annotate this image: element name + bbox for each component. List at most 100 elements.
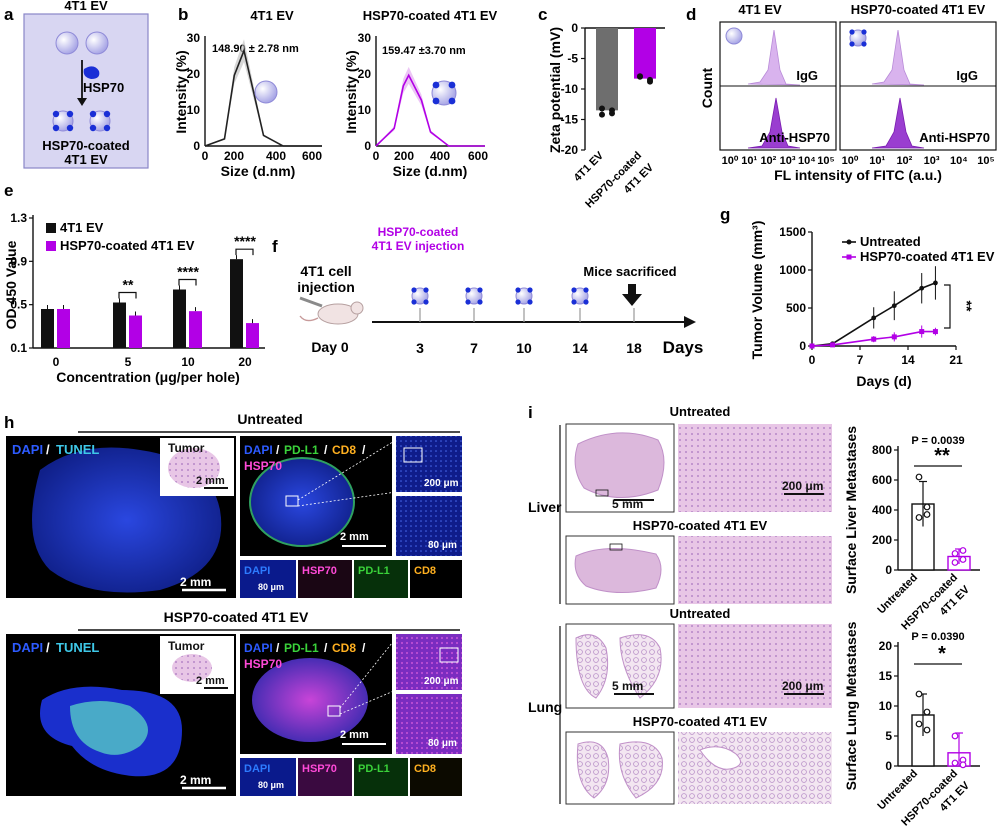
panel-d-flow: 4T1 EV HSP70-coated 4T1 EV IgG IgG Anti-… [699,2,997,183]
lung-zoom-treated [678,732,832,804]
panel-label-f: f [272,237,278,256]
panel-g-ytick-3: 1500 [779,225,806,239]
panel-e-bar-2-1 [189,311,202,348]
panel-f-hsp70-dot-3-2 [571,299,577,305]
panel-f-day-2: 10 [516,340,532,356]
zoom-scale-1b: 80 μm [428,540,457,551]
liver-ytick-2: 400 [872,503,892,517]
panel-f-hsp70-dot-0-1 [423,287,429,293]
panel-e-xtick-3: 20 [238,355,252,369]
panel-b-right-xtick-0: 0 [373,149,380,163]
panel-b-right-ytick-30: 30 [358,31,372,45]
panel-f-hsp70-dot-1-0 [465,287,471,293]
panel-b-right-xlabel: Size (d.nm) [393,163,468,179]
lung-zoom-scale-untreated: 200 μm [782,679,823,693]
panel-f-hsp70-dot-1-1 [477,287,483,293]
liver-ytick-1: 200 [872,533,892,547]
panel-b-right-title: HSP70-coated 4T1 EV [363,8,498,23]
panel-f-cell-injection-2: injection [297,279,355,295]
liver-point-1-1 [959,556,967,563]
panel-e-legend-1: 4T1 EV [60,220,104,235]
zoom-image-untreated-2 [396,496,462,556]
panel-b-left-curve [204,47,322,147]
channel-dapi-1: DAPI [244,565,270,577]
panel-f-day-0: 3 [416,340,424,356]
panel-d-xlabel: FL intensity of FITC (a.u.) [774,167,942,183]
panel-e-sig-bracket-1 [178,278,197,286]
panel-d-anti-peak-2 [871,97,925,149]
panel-d-title-1: 4T1 EV [738,2,782,17]
panel-d-title-2: HSP70-coated 4T1 EV [851,2,986,17]
multiplex-pdl1-label-2: PD-L1 [284,641,319,655]
panel-f-hsp70-dot-0-3 [423,299,429,305]
lung-ytick-2: 10 [879,699,893,713]
panel-b-right-xtick-200: 200 [394,149,414,163]
panel-g-line-0 [811,282,936,347]
panel-g-significance: ** [959,301,975,312]
lung-treated-title: HSP70-coated 4T1 EV [633,714,768,729]
liver-untreated-title: Untreated [670,404,731,419]
mouse-icon [299,296,364,325]
panel-c-point-0-2 [599,111,605,118]
panel-d-xtick-1-5: 10⁵ [817,155,834,167]
coated-vesicle-icon-b [431,80,457,106]
lung-point-1-0 [951,732,959,740]
panel-e-bar-2-0 [173,289,186,348]
zoom-scale-1a: 200 μm [424,478,459,489]
panel-b-right-error-band [376,66,485,146]
panel-b-left-xtick-0: 0 [202,149,209,163]
panel-e-bar-3-1 [246,323,259,348]
panel-g-point-0-3 [891,303,897,309]
panel-g-point-1-1 [830,342,836,348]
coated-vesicle-icon-d [849,29,867,47]
panel-f-injection-label-1: HSP70-coated [378,225,459,239]
panel-e-xlabel: Concentration (μg/per hole) [56,369,240,385]
vesicle-icon [254,80,278,104]
multiplex-slash-1a: / [276,443,280,457]
panel-g-point-1-5 [932,329,938,335]
channel-scale-2: 80 μm [258,780,284,790]
panel-c-point-0-0 [599,105,605,112]
panel-d-anti-label-2: Anti-HSP70 [919,130,990,145]
panel-g-xtick-3: 21 [949,353,963,367]
panel-c-point-0-3 [609,110,615,117]
panel-label-i: i [528,403,533,422]
multiplex-slash-2c: / [362,641,366,655]
channel-hsp70-2: HSP70 [302,763,337,775]
panel-d-igg-label-2: IgG [956,68,978,83]
panel-c-ytick-1: -5 [567,52,578,66]
panel-f-hsp70-dot-3-1 [583,287,589,293]
channel-scale-1: 80 μm [258,582,284,592]
lung-ytick-1: 5 [885,729,892,743]
panel-b-left-xtick-200: 200 [224,149,244,163]
panel-g-ylabel: Tumor Volume (mm³) [749,221,765,360]
liver-row-label: Liver [528,499,562,515]
panel-d-xtick-1-3: 10³ [780,155,796,167]
tunel-dapi-label-1: DAPI [12,442,43,457]
panel-b-left-xtick-400: 400 [266,149,286,163]
lung-ytick-4: 20 [879,639,893,653]
liver-ytick-3: 600 [872,473,892,487]
panel-d-xtick-2-1: 10¹ [869,155,885,167]
panel-d-xtick-1-4: 10⁴ [798,155,816,167]
multiplex-dapi-label-2: DAPI [244,641,273,655]
tumor-inset-scale-1: 2 mm [196,475,225,487]
panel-d-xtick-1-0: 10⁰ [722,155,739,167]
lung-scale-untreated: 5 mm [612,679,643,693]
liver-point-0-0 [915,473,923,481]
panel-c-ytick-0: 0 [571,21,578,35]
panel-h-imaging: Untreated DAPI / TUNEL Tumor 2 mm 2 mm D… [6,411,462,796]
panel-f-cell-injection-1: 4T1 cell [300,263,351,279]
tunel-dapi-label-2: DAPI [12,640,43,655]
panel-g-ytick-0: 0 [799,339,806,353]
hsp70-protein-icon [83,66,100,79]
panel-label-g: g [720,205,730,224]
panel-g-xlabel: Days (d) [856,373,911,389]
multiplex-slash-2a: / [276,641,280,655]
panel-e-sig-bracket-0 [118,291,137,299]
panel-f-hsp70-dot-2-3 [527,299,533,305]
zoom-scale-2b: 80 μm [428,738,457,749]
liver-pvalue: P = 0.0039 [911,435,964,447]
lung-row-label: Lung [528,699,562,715]
